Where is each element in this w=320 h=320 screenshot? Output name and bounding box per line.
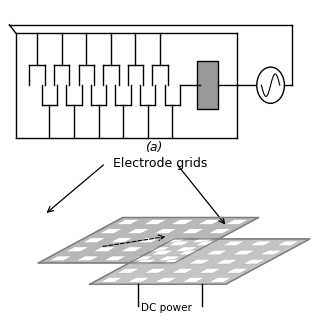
Polygon shape (110, 238, 133, 243)
Polygon shape (188, 259, 211, 264)
Polygon shape (76, 256, 99, 261)
Polygon shape (120, 247, 143, 252)
Polygon shape (226, 268, 249, 273)
Polygon shape (38, 218, 259, 263)
Polygon shape (182, 277, 205, 282)
Polygon shape (144, 220, 166, 224)
Polygon shape (276, 241, 299, 246)
Polygon shape (158, 256, 181, 261)
Polygon shape (144, 268, 167, 273)
Polygon shape (178, 250, 201, 255)
Polygon shape (148, 247, 170, 252)
Polygon shape (209, 277, 232, 282)
Polygon shape (232, 250, 255, 255)
Polygon shape (66, 247, 89, 252)
Text: Electrode grids: Electrode grids (113, 157, 207, 170)
Polygon shape (181, 229, 204, 234)
Polygon shape (205, 250, 228, 255)
Polygon shape (260, 250, 283, 255)
Polygon shape (249, 241, 272, 246)
Polygon shape (100, 229, 123, 234)
Bar (197, 61, 218, 109)
Polygon shape (154, 229, 177, 234)
Polygon shape (117, 268, 140, 273)
Polygon shape (83, 238, 106, 243)
Polygon shape (90, 239, 310, 284)
Polygon shape (49, 256, 72, 261)
Polygon shape (172, 268, 194, 273)
Polygon shape (151, 250, 174, 255)
Text: (a): (a) (145, 140, 163, 154)
Polygon shape (131, 256, 154, 261)
Polygon shape (164, 238, 187, 243)
Polygon shape (161, 259, 184, 264)
Polygon shape (137, 238, 160, 243)
Polygon shape (103, 256, 126, 261)
Polygon shape (191, 238, 214, 243)
Polygon shape (134, 259, 157, 264)
Polygon shape (195, 241, 218, 246)
Polygon shape (215, 259, 238, 264)
Polygon shape (243, 259, 266, 264)
Polygon shape (168, 241, 190, 246)
Polygon shape (225, 220, 248, 224)
Polygon shape (127, 229, 150, 234)
Text: DC power: DC power (141, 303, 192, 313)
Polygon shape (199, 268, 221, 273)
Polygon shape (222, 241, 245, 246)
Polygon shape (175, 247, 197, 252)
Polygon shape (208, 229, 231, 234)
Polygon shape (171, 220, 194, 224)
Polygon shape (93, 247, 116, 252)
Polygon shape (127, 277, 150, 282)
Polygon shape (155, 277, 178, 282)
Polygon shape (116, 220, 139, 224)
Polygon shape (198, 220, 221, 224)
Polygon shape (100, 277, 123, 282)
